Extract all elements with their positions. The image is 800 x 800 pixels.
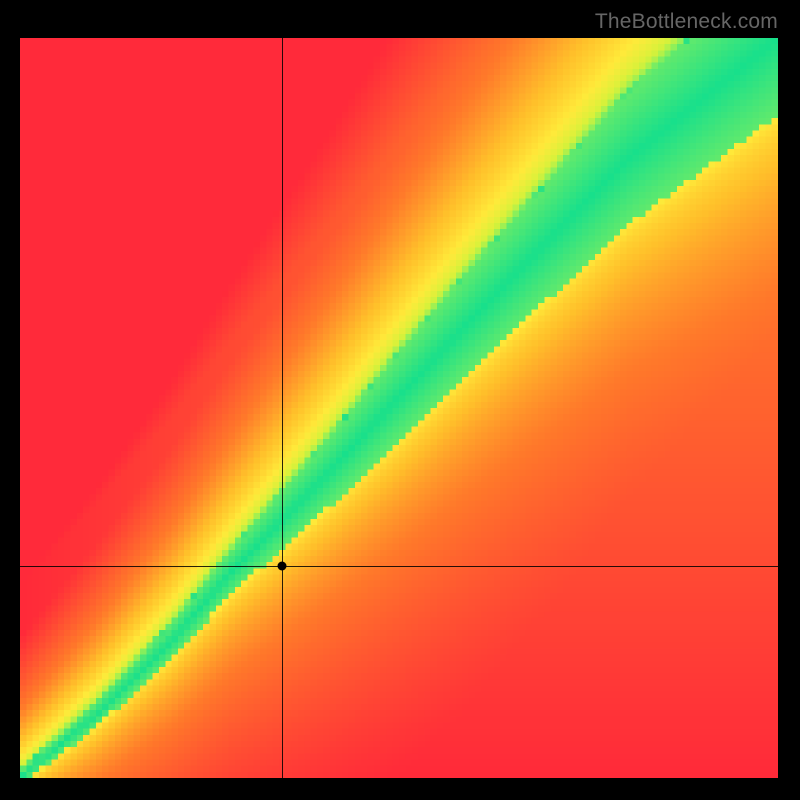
heatmap-plot xyxy=(20,38,778,778)
heatmap-canvas xyxy=(20,38,778,778)
watermark-text: TheBottleneck.com xyxy=(595,10,778,34)
